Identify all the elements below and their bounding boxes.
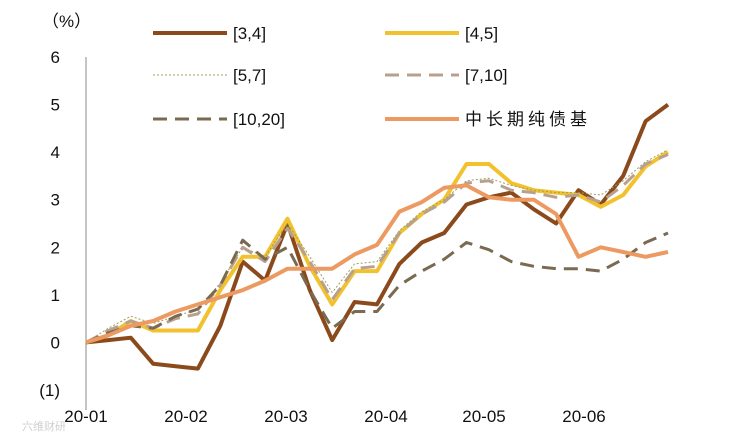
series-line-5 — [85, 183, 669, 345]
y-tick-label: (1) — [39, 381, 60, 400]
watermark: 六维财研 — [22, 419, 66, 433]
series-line-2 — [85, 149, 669, 343]
legend-label-4: [10,20] — [233, 110, 285, 129]
x-tick-label: 20-03 — [264, 407, 307, 426]
x-tick-label: 20-01 — [64, 407, 107, 426]
legend: [3,4] [4,5] [5,7] [7,10] [10,20] 中长期纯债基 — [153, 24, 591, 130]
x-axis-ticks: 20-01 20-02 20-03 20-04 20-05 20-06 — [64, 407, 605, 426]
legend-label-1: [4,5] — [465, 24, 498, 43]
series-lines — [85, 102, 670, 371]
series-line-1 — [85, 150, 670, 345]
y-tick-label: 3 — [51, 191, 60, 210]
y-tick-label: 1 — [51, 286, 60, 305]
y-tick-label: 6 — [51, 48, 60, 67]
legend-label-0: [3,4] — [233, 24, 266, 43]
legend-label-5: 中长期纯债基 — [465, 110, 591, 130]
legend-label-3: [7,10] — [465, 66, 508, 85]
series-line-0 — [85, 102, 670, 371]
x-tick-label: 20-06 — [562, 407, 605, 426]
y-tick-label: 0 — [51, 333, 60, 352]
y-tick-label: 2 — [51, 238, 60, 257]
x-tick-label: 20-04 — [364, 407, 407, 426]
series-line-4 — [85, 231, 669, 344]
y-tick-label: 4 — [51, 143, 60, 162]
legend-label-2: [5,7] — [233, 66, 266, 85]
series-line-3 — [85, 153, 669, 344]
x-tick-label: 20-05 — [462, 407, 505, 426]
x-tick-label: 20-02 — [164, 407, 207, 426]
y-axis-ticks: 6 5 4 3 2 1 0 (1) — [39, 48, 60, 400]
y-tick-label: 5 — [51, 96, 60, 115]
y-unit-label: （%） — [42, 12, 91, 31]
